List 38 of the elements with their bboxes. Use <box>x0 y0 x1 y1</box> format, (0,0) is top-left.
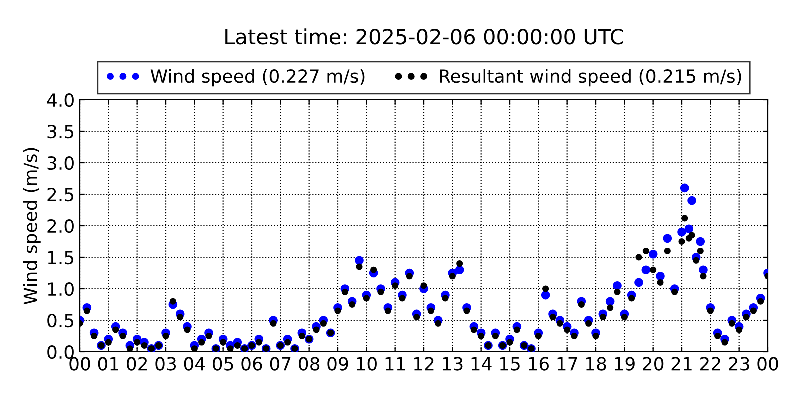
x-tick-label: 05 <box>213 357 234 371</box>
y-tick-label: 1.5 <box>48 251 74 265</box>
x-tick-label: 21 <box>672 357 692 371</box>
x-tick-label: 17 <box>558 357 578 371</box>
y-axis-title: Wind speed (m/s) <box>23 148 41 305</box>
legend-label: Resultant wind speed (0.215 m/s) <box>440 69 742 87</box>
x-tick-label: 12 <box>414 357 434 371</box>
x-tick-label: 18 <box>586 357 606 371</box>
x-tick-label: 00 <box>70 357 90 371</box>
x-tick-label: 02 <box>127 357 148 371</box>
x-tick-label: 16 <box>529 357 550 371</box>
x-tick-label: 22 <box>700 357 720 371</box>
x-tick-label: 14 <box>472 357 492 371</box>
x-tick-label: 06 <box>242 357 262 371</box>
x-tick-label: 04 <box>184 357 206 371</box>
y-tick-label: 3.0 <box>48 156 74 170</box>
y-tick-label: 2.0 <box>48 219 74 234</box>
y-tick-label: 0.5 <box>48 314 74 328</box>
y-tick-label: 0.0 <box>48 345 74 360</box>
chart-title: Latest time: 2025-02-06 00:00:00 UTC <box>226 28 624 45</box>
x-tick-label: 08 <box>299 357 320 371</box>
x-tick-label: 01 <box>98 357 118 371</box>
x-tick-label: 07 <box>270 357 291 371</box>
legend-label: Wind speed (0.227 m/s) <box>150 69 365 87</box>
x-tick-label: 10 <box>357 357 377 371</box>
y-tick-label: 1.0 <box>48 282 74 296</box>
x-tick-label: 15 <box>500 357 520 371</box>
x-tick-label: 11 <box>386 357 406 371</box>
x-tick-label: 13 <box>443 357 463 371</box>
x-tick-label: 19 <box>615 357 635 371</box>
x-tick-label: 03 <box>156 357 176 371</box>
y-tick-label: 3.5 <box>48 124 74 139</box>
x-tick-label: 09 <box>328 357 348 371</box>
x-tick-label: 20 <box>643 357 664 371</box>
x-tick-label: 23 <box>729 357 750 371</box>
y-tick-label: 4.0 <box>47 93 74 108</box>
y-tick-label: 2.5 <box>48 188 74 202</box>
x-tick-label: 00 <box>758 357 778 371</box>
